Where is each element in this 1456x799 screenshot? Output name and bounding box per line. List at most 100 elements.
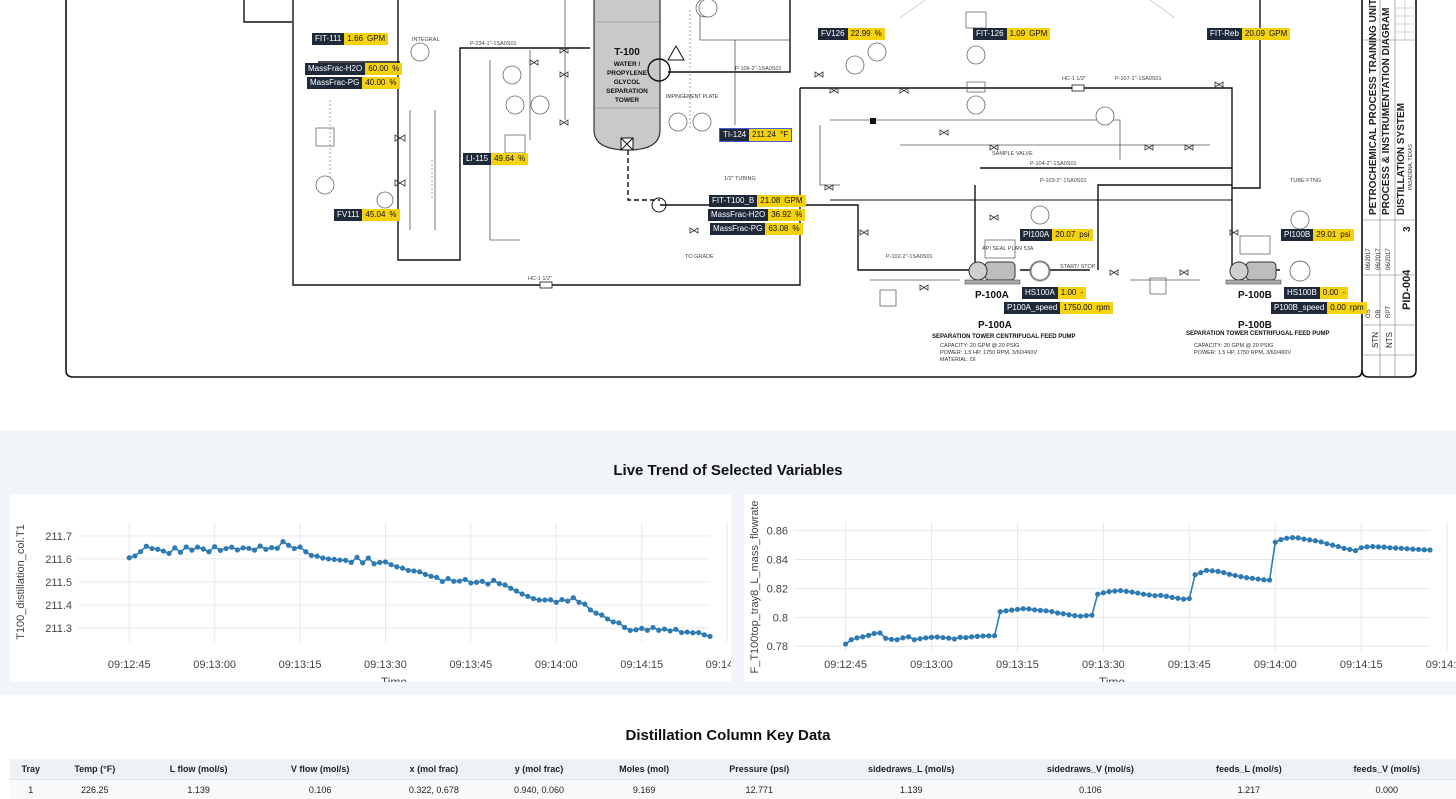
- data-point[interactable]: [1084, 613, 1089, 618]
- data-point[interactable]: [292, 546, 297, 551]
- data-point[interactable]: [883, 636, 888, 641]
- data-point[interactable]: [297, 544, 302, 549]
- data-point[interactable]: [639, 626, 644, 631]
- data-point[interactable]: [189, 548, 194, 553]
- data-point[interactable]: [1175, 596, 1180, 601]
- data-point[interactable]: [463, 577, 468, 582]
- data-point[interactable]: [559, 597, 564, 602]
- data-point[interactable]: [1009, 608, 1014, 613]
- data-point[interactable]: [1347, 547, 1352, 552]
- data-point[interactable]: [1044, 608, 1049, 613]
- data-point[interactable]: [508, 586, 513, 591]
- data-point[interactable]: [1061, 611, 1066, 616]
- data-point[interactable]: [622, 625, 627, 630]
- data-point[interactable]: [491, 578, 496, 583]
- data-point[interactable]: [1078, 614, 1083, 619]
- data-point[interactable]: [565, 599, 570, 604]
- data-point[interactable]: [1250, 576, 1255, 581]
- data-point[interactable]: [1135, 590, 1140, 595]
- column-header-3[interactable]: V flow (mol/s): [259, 759, 381, 780]
- data-point[interactable]: [315, 554, 320, 559]
- data-point[interactable]: [1072, 613, 1077, 618]
- data-point[interactable]: [1313, 538, 1318, 543]
- data-point[interactable]: [1021, 606, 1026, 611]
- data-point[interactable]: [1152, 593, 1157, 598]
- data-point[interactable]: [349, 560, 354, 565]
- data-point[interactable]: [1118, 588, 1123, 593]
- data-point[interactable]: [400, 566, 405, 571]
- data-point[interactable]: [1055, 610, 1060, 615]
- data-point[interactable]: [1307, 537, 1312, 542]
- data-point[interactable]: [1221, 570, 1226, 575]
- data-point[interactable]: [1301, 536, 1306, 541]
- data-point[interactable]: [1192, 572, 1197, 577]
- data-point[interactable]: [685, 629, 690, 634]
- data-point[interactable]: [1364, 544, 1369, 549]
- data-point[interactable]: [872, 631, 877, 636]
- data-point[interactable]: [843, 641, 848, 646]
- data-point[interactable]: [1324, 541, 1329, 546]
- data-point[interactable]: [702, 632, 707, 637]
- data-point[interactable]: [206, 549, 211, 554]
- data-point[interactable]: [223, 546, 228, 551]
- column-header-5[interactable]: y (mol frac): [486, 759, 591, 780]
- data-point[interactable]: [354, 555, 359, 560]
- data-point[interactable]: [132, 553, 137, 558]
- data-point[interactable]: [668, 628, 673, 633]
- data-point[interactable]: [679, 630, 684, 635]
- data-point[interactable]: [1256, 576, 1261, 581]
- column-header-1[interactable]: Temp (°F): [51, 759, 138, 780]
- data-point[interactable]: [1215, 569, 1220, 574]
- data-point[interactable]: [440, 579, 445, 584]
- data-point[interactable]: [1038, 608, 1043, 613]
- data-point[interactable]: [497, 581, 502, 586]
- data-point[interactable]: [127, 555, 132, 560]
- data-point[interactable]: [474, 580, 479, 585]
- data-point[interactable]: [1330, 543, 1335, 548]
- data-point[interactable]: [417, 569, 422, 574]
- data-point[interactable]: [1296, 535, 1301, 540]
- data-point[interactable]: [1003, 608, 1008, 613]
- data-point[interactable]: [963, 635, 968, 640]
- data-point[interactable]: [1107, 589, 1112, 594]
- data-point[interactable]: [445, 576, 450, 581]
- data-point[interactable]: [900, 635, 905, 640]
- data-point[interactable]: [201, 546, 206, 551]
- data-point[interactable]: [389, 562, 394, 567]
- data-point[interactable]: [1238, 574, 1243, 579]
- data-point[interactable]: [502, 582, 507, 587]
- data-point[interactable]: [229, 545, 234, 550]
- data-point[interactable]: [434, 575, 439, 580]
- data-point[interactable]: [1147, 592, 1152, 597]
- data-point[interactable]: [1387, 545, 1392, 550]
- data-point[interactable]: [457, 578, 462, 583]
- data-point[interactable]: [912, 637, 917, 642]
- data-point[interactable]: [611, 619, 616, 624]
- data-point[interactable]: [986, 633, 991, 638]
- data-point[interactable]: [1210, 568, 1215, 573]
- column-header-10[interactable]: feeds_L (mol/s): [1180, 759, 1317, 780]
- column-header-7[interactable]: Pressure (psi): [697, 759, 822, 780]
- data-point[interactable]: [889, 637, 894, 642]
- data-point[interactable]: [854, 635, 859, 640]
- data-point[interactable]: [969, 634, 974, 639]
- data-point[interactable]: [673, 627, 678, 632]
- data-point[interactable]: [1141, 592, 1146, 597]
- column-header-4[interactable]: x (mol frac): [381, 759, 486, 780]
- column-header-11[interactable]: feeds_V (mol/s): [1317, 759, 1456, 780]
- data-point[interactable]: [1267, 577, 1272, 582]
- data-point[interactable]: [1284, 536, 1289, 541]
- data-point[interactable]: [1026, 606, 1031, 611]
- data-point[interactable]: [428, 574, 433, 579]
- data-point[interactable]: [1370, 544, 1375, 549]
- data-point[interactable]: [866, 633, 871, 638]
- data-point[interactable]: [269, 545, 274, 550]
- data-point[interactable]: [525, 594, 530, 599]
- data-point[interactable]: [1336, 544, 1341, 549]
